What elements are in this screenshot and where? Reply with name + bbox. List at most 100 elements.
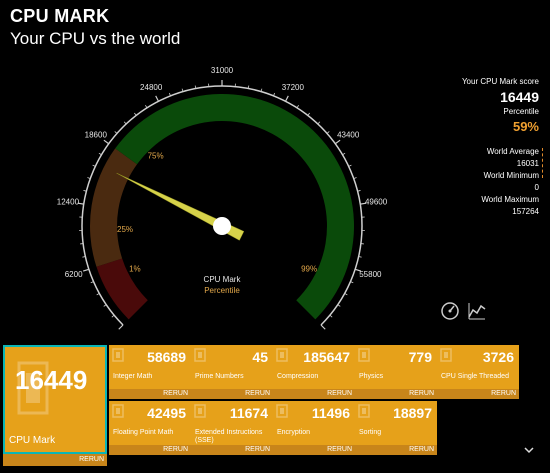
benchmark-tile[interactable]: 185647 Compression RERUN [273,345,355,399]
rerun-button[interactable]: RERUN [109,389,191,399]
gauge-tick-mark [358,256,362,258]
gauge-tick-mark [168,92,171,96]
benchmark-tile-value: 779 [408,349,432,365]
gauge-percentile-label: 25% [117,225,133,234]
rerun-button[interactable]: RERUN [355,389,437,399]
gauge-tick-mark [118,324,124,330]
gauge-center-label: CPU Mark [204,275,242,284]
world-average-value: 16031 [516,159,539,168]
benchmark-tile[interactable]: 11496 Encryption RERUN [273,401,355,455]
benchmark-tile-value: 42495 [147,405,186,421]
gauge-tick-mark [98,152,102,156]
gauge-tick-mark [90,281,94,284]
gauge-tick-mark [273,92,276,96]
cpu-chip-icon [112,404,124,418]
gauge-tick-mark [337,304,341,307]
cpu-chip-icon [276,348,288,362]
gauge-tick-label: 49600 [365,198,388,207]
gauge-center-sublabel: Percentile [204,286,240,295]
percentile-value: 59% [512,119,539,134]
gauge-tick-mark [194,85,197,89]
gauge-tick-mark [87,177,91,179]
rerun-button[interactable]: RERUN [355,445,437,455]
gauge-tick-mark [326,131,330,134]
percentile-label: Percentile [503,107,539,116]
benchmark-tile-value: 18897 [393,405,432,421]
benchmark-tile-value: 58689 [147,349,186,365]
gauge-tick-mark [82,256,86,258]
cpu-mark-tile-score: 16449 [15,365,88,395]
benchmark-tile[interactable]: 58689 Integer Math RERUN [109,345,191,399]
gauge-tick-mark [111,314,115,318]
benchmark-tile[interactable]: 11674 Extended Instructions (SSE) RERUN [191,401,273,455]
world-minimum-value: 0 [534,183,539,192]
gauge-tick-mark [329,314,333,318]
gauge-hub [213,217,231,235]
gauge-needle [116,172,245,241]
gauge-band-high [115,94,354,320]
benchmark-tile-name: Prime Numbers [195,373,244,380]
benchmark-tile-value: 3726 [482,349,514,365]
gauge-tick-mark [350,281,354,284]
gauge-tick-label: 37200 [282,83,305,92]
line-chart-icon[interactable] [467,301,487,321]
view-toolbar [440,301,487,321]
rerun-button[interactable]: RERUN [191,389,273,399]
cpu-chip-icon [17,361,49,415]
page-subtitle: Your CPU vs the world [10,29,181,48]
cpu-mark-rerun-button[interactable]: RERUN [3,454,107,466]
gauge-tick-mark [123,121,127,125]
rerun-button[interactable]: RERUN [109,445,191,455]
gauge-percentile-label: 75% [148,151,164,160]
rerun-button[interactable]: RERUN [273,389,355,399]
gauge-tick-mark [103,304,107,307]
gauge-tick-label: 12400 [57,198,80,207]
gauge-tick-mark [334,139,341,145]
benchmark-tile[interactable]: 18897 Sorting RERUN [355,401,437,455]
stats-divider [542,148,543,178]
page-title: CPU MARK [10,6,110,26]
cpu-mark-tile[interactable]: 16449 CPU Mark [3,345,107,454]
world-maximum-value: 157264 [512,207,539,216]
speedometer-icon[interactable] [440,301,460,321]
gauge-tick-mark [83,190,87,192]
cpu-mark-gauge: 0620012400186002480031000372004340049600… [57,66,388,330]
gauge-tick-label: 55800 [359,270,382,279]
gauge-tick-mark [357,190,361,192]
benchmark-tile-name: Floating Point Math [113,429,174,436]
gauge-tick-mark [360,202,367,205]
benchmark-tile[interactable]: 3726 CPU Single Threaded RERUN [437,345,519,399]
gauge-tick-mark [320,324,326,330]
rerun-button[interactable]: RERUN [191,445,273,455]
gauge-band-low [96,258,148,320]
benchmark-tile[interactable]: 42495 Floating Point Math RERUN [109,401,191,455]
gauge-tick-mark [77,202,84,205]
benchmark-tile-value: 45 [252,349,268,365]
gauge-tick-mark [96,293,100,296]
cpu-chip-icon [276,404,288,418]
benchmark-tile[interactable]: 779 Physics RERUN [355,345,437,399]
benchmark-tile-name: Sorting [359,429,382,436]
gauge-tick-mark [92,164,96,167]
gauge-tick-mark [317,121,321,125]
benchmark-tile-name: CPU Single Threaded [441,373,509,380]
benchmark-tile-value: 11674 [229,405,268,421]
gauge-tick-mark [155,95,159,102]
cpu-chip-icon [194,404,206,418]
rerun-button[interactable]: RERUN [437,389,519,399]
benchmark-tile-value: 11496 [311,405,350,421]
benchmark-tiles: 16449 CPU Mark RERUN 58689 Integer Math RE… [0,343,550,473]
gauge-tick-mark [181,88,184,92]
world-maximum-label: World Maximum [481,195,539,204]
gauge-tick-mark [260,88,263,92]
benchmark-tile[interactable]: 45 Prime Numbers RERUN [191,345,273,399]
gauge-tick-mark [114,131,118,134]
chevron-down-icon[interactable] [523,445,535,455]
gauge-tick-mark [307,112,310,116]
rerun-button[interactable]: RERUN [273,445,355,455]
gauge-tick-mark [354,268,362,272]
gauge-tick-mark [103,139,110,145]
gauge-scale-line [81,85,363,326]
gauge-tick-label: 6200 [65,270,83,279]
gauge-tick-label: 43400 [337,130,360,139]
